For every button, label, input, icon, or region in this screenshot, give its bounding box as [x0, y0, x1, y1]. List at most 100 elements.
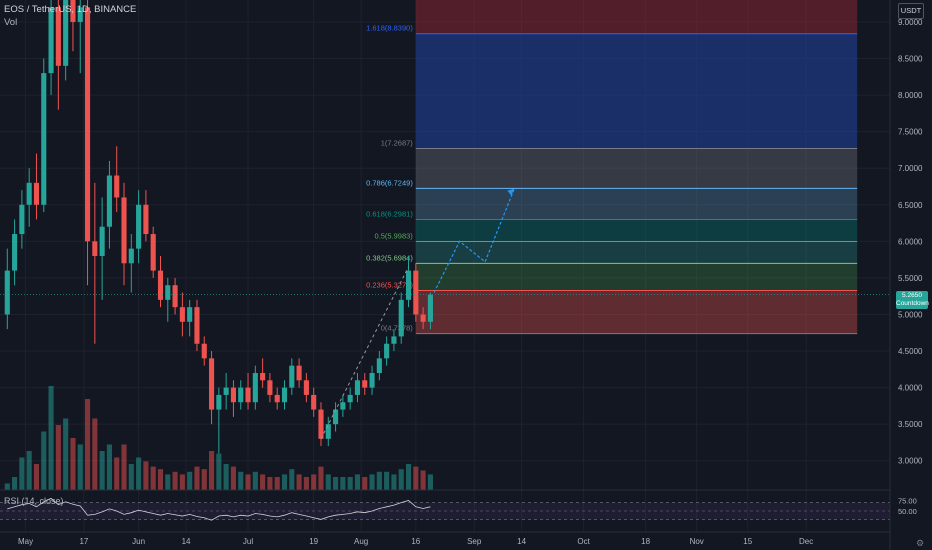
candle-body: [48, 7, 54, 74]
candle-body: [33, 182, 40, 205]
volume-bar: [289, 469, 295, 490]
volume-legend[interactable]: Vol: [4, 17, 18, 28]
candle-body: [106, 175, 112, 227]
candle-body: [143, 204, 149, 235]
rsi-legend[interactable]: RSI (14, close): [4, 496, 64, 506]
volume-bar: [223, 464, 229, 490]
fib-level-label: 0.5(5.9983): [374, 231, 413, 240]
volume-bar: [41, 431, 47, 490]
volume-bar: [274, 477, 280, 490]
volume-bar: [201, 469, 207, 490]
volume-bar: [33, 464, 40, 490]
fib-zone: [415, 33, 858, 149]
candle-body: [70, 0, 76, 22]
candle-body: [92, 241, 98, 256]
time-axis-label: 17: [79, 537, 88, 546]
volume-bar: [179, 474, 185, 490]
volume-bar: [376, 471, 382, 490]
candle-body: [209, 358, 215, 410]
countdown-label: Countdown: [896, 300, 929, 307]
candle-body: [281, 387, 288, 403]
last-price-value: 5.2650: [902, 292, 922, 299]
fib-zone: [415, 219, 858, 242]
time-axis-label: 19: [309, 537, 318, 546]
time-axis-label: Oct: [577, 537, 590, 546]
volume-bar: [63, 418, 69, 490]
volume-bar: [354, 474, 361, 490]
fib-level-label: 0.382(5.6984): [366, 253, 413, 262]
volume-bar: [92, 418, 98, 490]
candle-body: [121, 197, 127, 264]
currency-button[interactable]: USDT: [898, 3, 924, 19]
candle-body: [26, 182, 32, 205]
volume-bar: [143, 461, 149, 490]
time-axis-label: Sep: [467, 537, 482, 546]
symbol-title[interactable]: EOS / TetherUS, 1D, BINANCE: [4, 4, 137, 15]
volume-bar: [413, 466, 419, 490]
fib-level-label: 0.236(5.3279): [366, 280, 413, 289]
price-axis-label: 7.5000: [898, 128, 923, 137]
candle-body: [172, 285, 178, 308]
last-price-tag: 5.2650 Countdown: [896, 291, 929, 309]
price-axis-label: 3.5000: [898, 420, 923, 429]
candle-body: [84, 7, 91, 242]
volume-bar: [398, 469, 404, 490]
candle-body: [179, 307, 185, 322]
candle-body: [267, 380, 273, 395]
fib-level-label: 1(7.2687): [381, 139, 414, 148]
volume-bar: [347, 477, 353, 490]
candle-body: [405, 270, 412, 300]
fib-zone: [415, 263, 858, 291]
volume-bar: [12, 477, 18, 490]
fib-level-label: 0.786(6.7249): [366, 178, 413, 187]
candle-body: [128, 248, 134, 264]
volume-bar: [333, 477, 339, 490]
time-axis-label: Jun: [132, 537, 145, 546]
price-axis-label: 9.0000: [898, 18, 923, 27]
candle-body: [194, 307, 200, 344]
time-axis-label: 18: [641, 537, 650, 546]
price-axis-label: 6.0000: [898, 237, 923, 246]
volume-bar: [252, 471, 258, 490]
candle-body: [157, 270, 164, 300]
candle-body: [296, 365, 302, 381]
candle-body: [391, 336, 397, 344]
gear-icon[interactable]: ⚙: [916, 538, 925, 548]
price-axis-label: 5.5000: [898, 274, 923, 283]
candle-body: [201, 343, 207, 359]
candle-body: [420, 314, 426, 322]
volume-bar: [245, 474, 251, 490]
price-axis-label: 8.5000: [898, 55, 923, 64]
candle-body: [340, 402, 346, 410]
volume-bar: [384, 471, 390, 490]
volume-bar: [4, 483, 10, 490]
volume-bar: [405, 464, 412, 490]
time-axis-label: 14: [517, 537, 526, 546]
price-axis-label: 6.5000: [898, 201, 923, 210]
candle-body: [354, 380, 361, 395]
volume-bar: [48, 386, 54, 490]
volume-bar: [281, 474, 288, 490]
candle-body: [362, 380, 368, 388]
candle-body: [318, 409, 324, 439]
volume-bar: [325, 474, 331, 490]
candle-body: [347, 394, 353, 403]
price-axis-label: 4.0000: [898, 384, 923, 393]
time-axis-label: 16: [411, 537, 420, 546]
volume-bar: [318, 466, 324, 490]
price-axis-label: 7.0000: [898, 164, 923, 173]
volume-bar: [99, 451, 105, 490]
candle-body: [150, 234, 156, 271]
candle-body: [413, 270, 419, 315]
candle-body: [4, 270, 10, 315]
candle-body: [77, 7, 83, 22]
time-axis-label: Nov: [690, 537, 704, 546]
rsi-axis-label: 75.00: [898, 497, 917, 506]
candle-body: [260, 372, 266, 381]
price-axis-label: 4.5000: [898, 347, 923, 356]
volume-bar: [26, 451, 32, 490]
price-axis-label: 3.0000: [898, 457, 923, 466]
time-axis-label: Dec: [799, 537, 813, 546]
